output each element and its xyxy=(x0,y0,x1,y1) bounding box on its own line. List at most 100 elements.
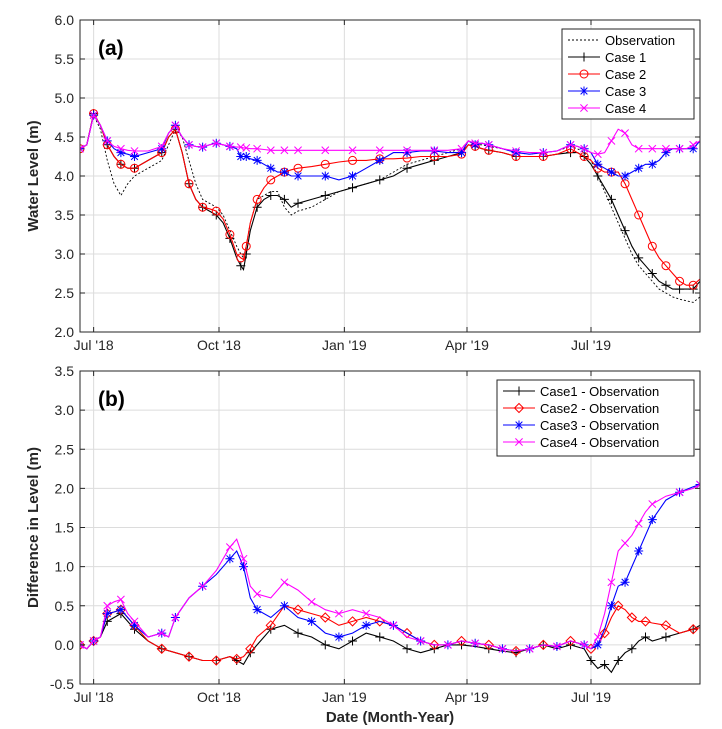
data-point-case3-observation xyxy=(647,515,657,525)
legend: Observation Case 1 Case 2 Case 3 Case 4 xyxy=(561,28,695,120)
data-point-case-3 xyxy=(429,146,439,156)
legend-item-case4-observation: Case4 - Observation xyxy=(503,435,659,450)
y-tick-label: 4.0 xyxy=(55,168,75,184)
data-point-case4-observation xyxy=(198,582,207,591)
legend-item-case-4: Case 4 xyxy=(568,101,646,116)
y-tick-label: 3.0 xyxy=(55,246,75,262)
x-tick-label: Apr '19 xyxy=(445,689,489,705)
data-point-case-3 xyxy=(236,152,246,161)
data-point-case4-observation xyxy=(607,578,616,587)
data-point-case1-observation xyxy=(600,659,610,669)
data-point-case-4 xyxy=(580,144,589,153)
data-point-case-1 xyxy=(620,226,630,236)
data-point-case-4 xyxy=(157,142,166,151)
series-case-4 xyxy=(80,111,700,159)
data-point-case-3 xyxy=(593,159,603,169)
data-point-case2-observation xyxy=(456,635,467,647)
legend: Case1 - Observation Case2 - Observation Ca… xyxy=(496,379,695,457)
data-point-case-1 xyxy=(348,183,358,193)
data-point-case3-observation xyxy=(239,562,249,572)
data-point-case-2 xyxy=(225,230,235,239)
data-point-case-4 xyxy=(689,140,698,149)
x-tick-label: Jul '19 xyxy=(571,337,611,353)
data-point-case-4 xyxy=(280,146,289,155)
data-point-case4-observation xyxy=(593,633,602,642)
data-point-case-4 xyxy=(430,146,439,155)
legend-label: Observation xyxy=(605,33,675,48)
legend-box xyxy=(496,379,695,457)
data-point-case2-observation xyxy=(510,645,522,657)
data-point-case-3 xyxy=(348,171,358,181)
data-point-case-3 xyxy=(688,144,698,154)
data-point-case-2 xyxy=(675,276,685,286)
data-point-case4-observation xyxy=(443,640,452,649)
data-point-case4-observation xyxy=(580,640,589,649)
data-point-case-3 xyxy=(511,148,521,158)
data-point-case-4 xyxy=(198,143,207,152)
data-point-case1-observation xyxy=(640,632,650,642)
x-tick-label: Jul '19 xyxy=(571,689,611,705)
data-point-case4-observation xyxy=(634,519,643,528)
x-tick-label: Apr '19 xyxy=(445,337,489,353)
data-point-case1-observation xyxy=(348,636,358,646)
data-point-case4-observation xyxy=(675,488,684,497)
data-point-case-3 xyxy=(241,152,251,161)
data-point-case1-observation xyxy=(375,632,385,642)
data-point-case-1 xyxy=(675,284,685,294)
data-point-case2-observation xyxy=(231,653,242,665)
data-point-case-3 xyxy=(293,171,303,181)
data-point-case-1 xyxy=(266,191,276,200)
y-tick-label: 1.0 xyxy=(55,559,75,575)
data-point-case3-observation xyxy=(130,620,140,630)
data-point-case2-observation xyxy=(429,639,440,651)
y-tick-label: 6.0 xyxy=(55,12,75,28)
data-point-case3-observation xyxy=(593,640,603,650)
data-point-case-4 xyxy=(539,148,548,157)
data-point-case2-observation xyxy=(687,624,699,635)
data-point-case4-observation xyxy=(648,500,657,508)
legend-swatch-marker xyxy=(514,420,524,430)
data-point-case3-observation xyxy=(279,601,289,611)
data-point-case-2 xyxy=(116,159,126,169)
data-point-case1-observation xyxy=(613,656,623,666)
data-point-case-3 xyxy=(279,167,289,177)
legend-swatch-marker xyxy=(514,386,524,396)
x-tick-label: Jan '19 xyxy=(322,689,367,705)
data-point-case-1 xyxy=(279,194,289,204)
data-point-case3-observation xyxy=(361,620,371,630)
y-tick-label: 3.0 xyxy=(55,402,75,418)
data-point-case-1 xyxy=(293,198,303,208)
data-point-case-2 xyxy=(130,163,140,173)
data-point-case-4 xyxy=(593,150,602,159)
data-point-case2-observation xyxy=(599,627,610,639)
y-axis-label: Difference in Level (m) xyxy=(25,447,42,608)
series-group xyxy=(80,479,700,674)
data-point-case-3 xyxy=(647,159,657,169)
data-point-case2-observation xyxy=(156,643,167,654)
data-point-case-3 xyxy=(320,171,330,181)
data-point-case-2 xyxy=(661,261,671,271)
data-point-case-4 xyxy=(116,144,125,153)
data-point-case-3 xyxy=(266,163,276,173)
data-point-case-3 xyxy=(634,163,644,173)
y-tick-label: 1.5 xyxy=(55,520,75,536)
y-tick-label: 2.5 xyxy=(55,441,75,457)
legend-item-case-3: Case 3 xyxy=(568,84,646,99)
legend-swatch-marker xyxy=(579,86,589,96)
data-point-case2-observation xyxy=(80,639,86,651)
data-point-case4-observation xyxy=(225,543,234,552)
data-point-case2-observation xyxy=(320,612,331,623)
series-case4-observation xyxy=(80,480,700,653)
data-point-case2-observation xyxy=(347,616,358,627)
legend-label: Case1 - Observation xyxy=(540,384,659,399)
legend-label: Case 4 xyxy=(605,101,646,116)
data-point-case-4 xyxy=(375,146,384,155)
y-tick-label: 5.0 xyxy=(55,90,75,106)
data-point-case3-observation xyxy=(252,605,262,615)
data-point-case4-observation xyxy=(116,595,125,604)
data-point-case-1 xyxy=(661,280,671,290)
legend-item-case3-observation: Case3 - Observation xyxy=(503,418,659,433)
data-point-case-1 xyxy=(647,269,657,278)
data-point-case-4 xyxy=(675,144,684,153)
data-point-case-3 xyxy=(606,167,616,177)
